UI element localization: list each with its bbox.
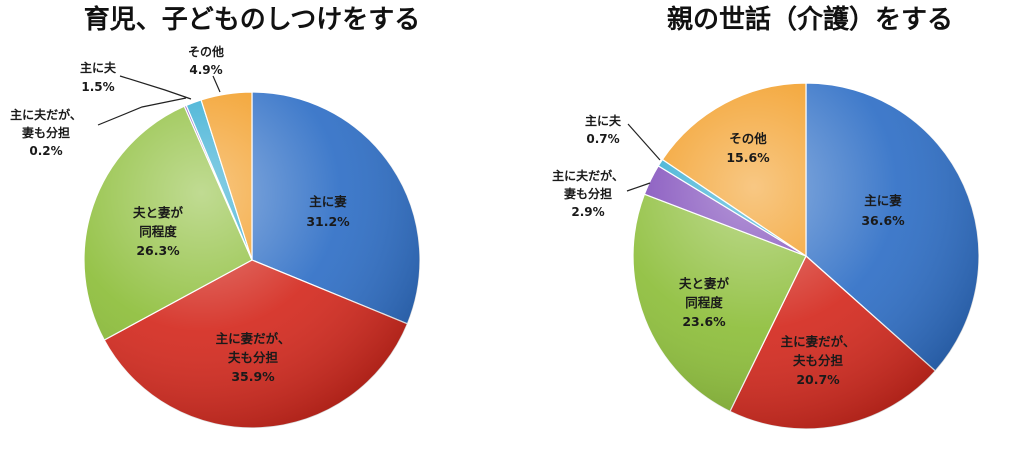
label-text: 妻も分担 [22,125,70,140]
label-text: 主に妻 [309,194,347,209]
label-text: 同程度 [685,295,723,310]
label-right-equal: 夫と妻が 同程度 23.6% [679,276,730,329]
label-text: その他 [188,44,224,59]
label-value: 31.2% [306,214,350,229]
label-right-other: その他 15.6% [726,131,770,165]
label-text: 同程度 [139,224,177,239]
label-value: 0.2% [29,144,62,158]
label-value: 0.7% [586,132,619,146]
label-left-wife-main: 主に妻 31.2% [306,194,350,229]
label-value: 15.6% [726,150,770,165]
label-text: 主に夫 [585,113,622,128]
label-text: 夫も分担 [793,353,844,368]
label-left-wife-main-husband-shares: 主に妻だが、 夫も分担 35.9% [216,331,291,384]
label-value: 1.5% [81,80,114,94]
label-value: 4.9% [189,63,222,77]
label-text: 主に妻だが、 [216,331,291,346]
label-right-husband-main-wife-shares: 主に夫だが、 妻も分担 2.9% [552,168,624,219]
chart-title-elder-care: 親の世話（介護）をする [667,4,953,35]
label-value: 36.6% [861,213,905,228]
label-text: 夫も分担 [228,350,279,365]
label-value: 20.7% [796,372,840,387]
label-text: 主に妻だが、 [781,334,856,349]
chart-title-childcare: 育児、子どものしつけをする [84,4,420,35]
leader-line-right-husband-main-wife-shares [626,182,651,192]
label-value: 23.6% [682,314,726,329]
label-text: 主に夫だが、 [552,168,624,183]
label-right-wife-main-husband-shares: 主に妻だが、 夫も分担 20.7% [781,334,856,387]
label-left-husband-main: 主に夫 1.5% [80,60,117,94]
leader-line-left-husband-main-wife-shares [97,97,187,126]
label-text: 夫と妻が [133,205,184,220]
label-text: 妻も分担 [564,186,612,201]
leader-line-left-husband-main [119,75,192,100]
label-value: 26.3% [136,243,180,258]
label-text: 夫と妻が [679,276,730,291]
leader-line-left-other [212,75,221,93]
label-left-husband-main-wife-shares: 主に夫だが、 妻も分担 0.2% [10,107,82,158]
label-value: 2.9% [571,205,604,219]
label-text: その他 [729,131,767,146]
leader-line-right-husband-main [627,123,661,161]
label-left-other: その他 4.9% [188,44,224,77]
label-text: 主に夫だが、 [10,107,82,122]
label-right-husband-main: 主に夫 0.7% [585,113,622,146]
label-right-wife-main: 主に妻 36.6% [861,193,905,228]
label-text: 主に夫 [80,60,117,75]
label-text: 主に妻 [864,193,902,208]
label-left-equal: 夫と妻が 同程度 26.3% [133,205,184,258]
label-value: 35.9% [231,369,275,384]
